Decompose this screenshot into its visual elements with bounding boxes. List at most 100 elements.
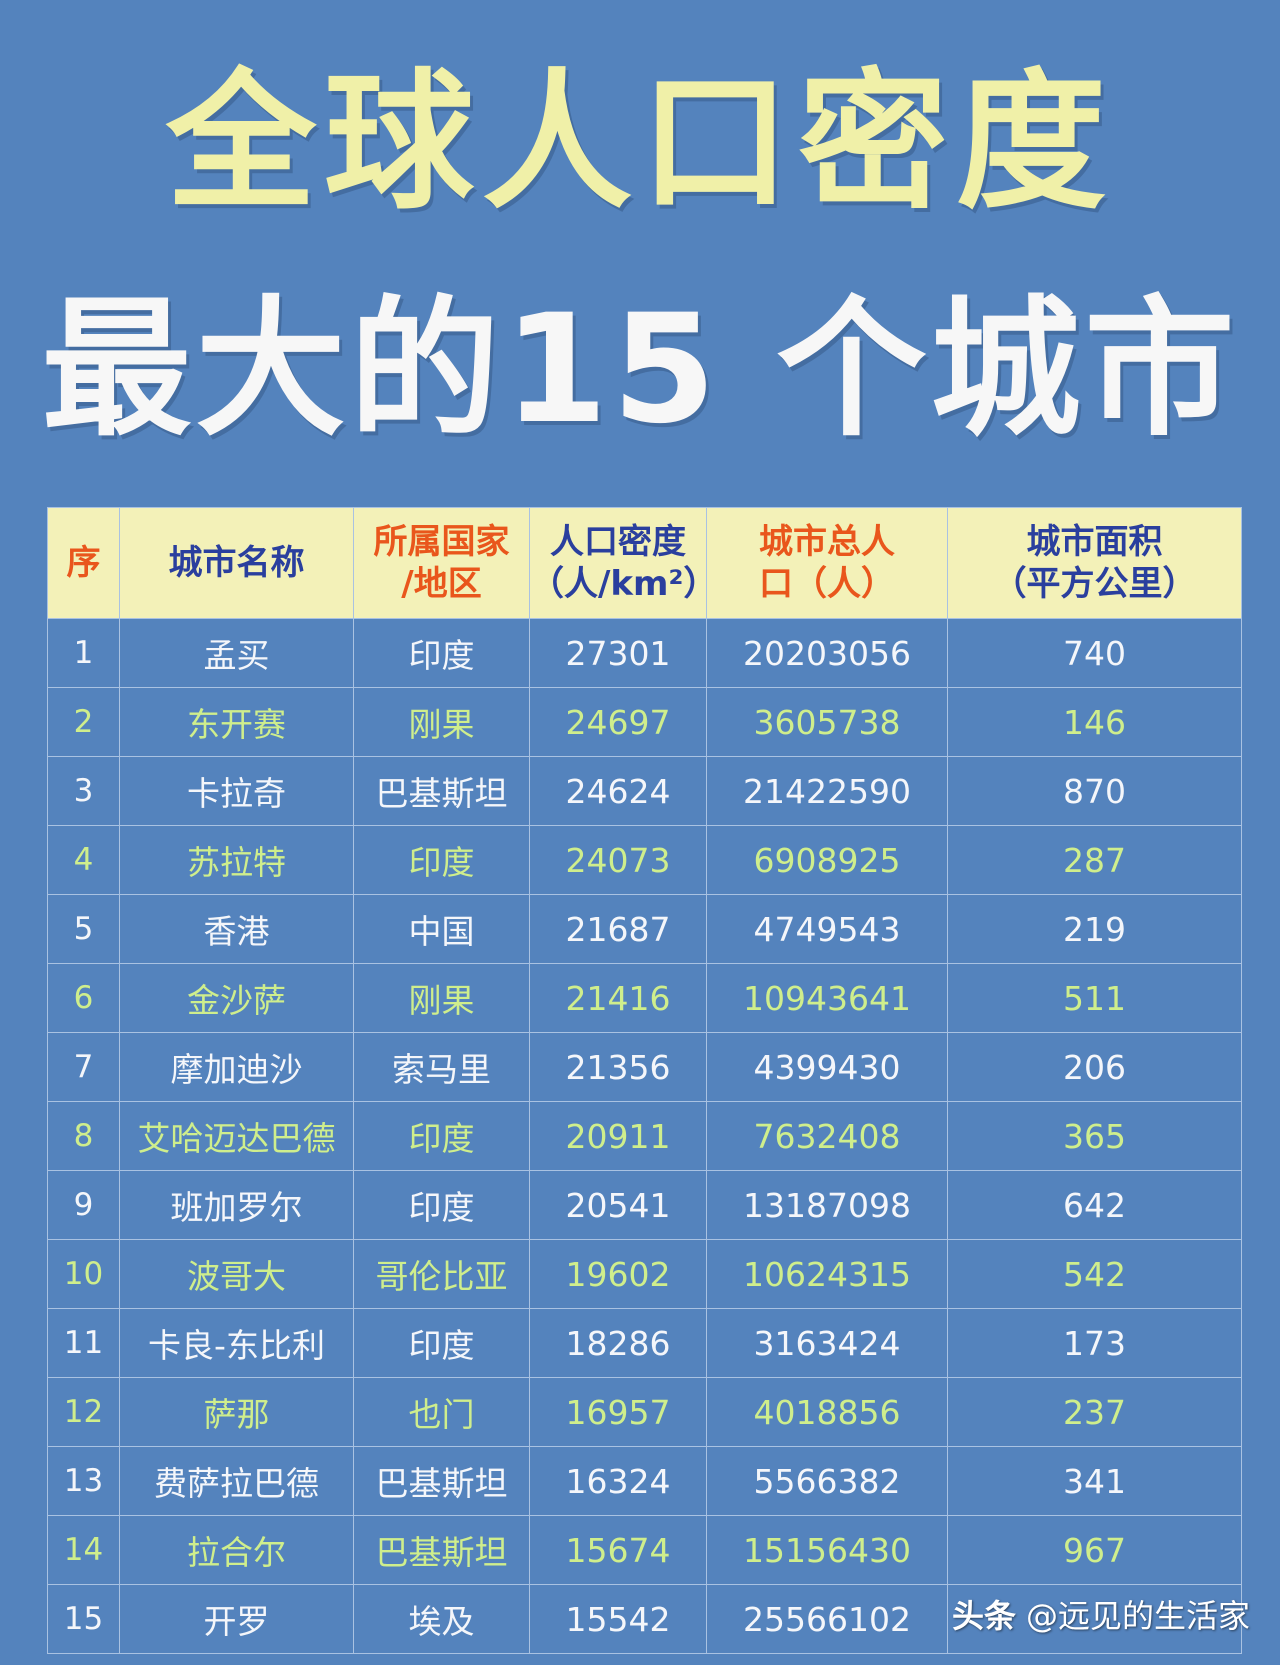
watermark-brand: 头条: [951, 1597, 1016, 1635]
cell-city: 开罗: [119, 1584, 354, 1654]
cell-area: 542: [947, 1239, 1242, 1309]
cell-city: 卡良-东比利: [119, 1308, 354, 1378]
header-density: 人口密度 （人/km²）: [529, 507, 707, 619]
table-row: 8 艾哈迈达巴德 印度 20911 7632408 365: [47, 1101, 1242, 1171]
cell-city: 孟买: [119, 618, 354, 688]
cell-population: 10943641: [706, 963, 948, 1033]
cell-city: 香港: [119, 894, 354, 964]
table-row: 1 孟买 印度 27301 20203056 740: [47, 618, 1242, 688]
cell-country: 刚果: [353, 963, 530, 1033]
cell-area: 173: [947, 1308, 1242, 1378]
cell-city: 艾哈迈达巴德: [119, 1101, 354, 1171]
table-body: 1 孟买 印度 27301 20203056 740 2 东开赛 刚果 24697 3605738 1…: [47, 618, 1242, 1654]
cell-country: 印度: [353, 1170, 530, 1240]
cell-population: 25566102: [706, 1584, 948, 1654]
cell-country: 埃及: [353, 1584, 530, 1654]
cell-population: 7632408: [706, 1101, 948, 1171]
table-row: 4 苏拉特 印度 24073 6908925 287: [47, 825, 1242, 895]
cell-density: 24624: [529, 756, 707, 826]
cell-area: 967: [947, 1515, 1242, 1585]
cell-country: 印度: [353, 618, 530, 688]
cell-seq: 11: [47, 1308, 120, 1378]
cell-seq: 6: [47, 963, 120, 1033]
cell-area: 365: [947, 1101, 1242, 1171]
cell-density: 21687: [529, 894, 707, 964]
table-row: 6 金沙萨 刚果 21416 10943641 511: [47, 963, 1242, 1033]
cell-city: 苏拉特: [119, 825, 354, 895]
cell-population: 5566382: [706, 1446, 948, 1516]
table-header-row: 序 城市名称 所属国家 /地区 人口密度 （人/km²） 城市总人 口（人） 城…: [47, 507, 1242, 619]
title-line-1: 全球人口密度: [165, 56, 1114, 230]
cell-density: 24697: [529, 687, 707, 757]
table-row: 10 波哥大 哥伦比亚 19602 10624315 542: [47, 1239, 1242, 1309]
cell-population: 4749543: [706, 894, 948, 964]
cell-population: 10624315: [706, 1239, 948, 1309]
cell-area: [947, 1584, 1242, 1654]
cell-seq: 1: [47, 618, 120, 688]
cell-area: 237: [947, 1377, 1242, 1447]
cell-density: 16957: [529, 1377, 707, 1447]
cell-city: 摩加迪沙: [119, 1032, 354, 1102]
table-row: 3 卡拉奇 巴基斯坦 24624 21422590 870: [47, 756, 1242, 826]
cell-density: 20541: [529, 1170, 707, 1240]
cell-country: 刚果: [353, 687, 530, 757]
cell-density: 21416: [529, 963, 707, 1033]
cell-population: 4018856: [706, 1377, 948, 1447]
cell-area: 341: [947, 1446, 1242, 1516]
cell-density: 16324: [529, 1446, 707, 1516]
table-row: 9 班加罗尔 印度 20541 13187098 642: [47, 1170, 1242, 1240]
table-row: 11 卡良-东比利 印度 18286 3163424 173: [47, 1308, 1242, 1378]
table-row: 2 东开赛 刚果 24697 3605738 146: [47, 687, 1242, 757]
watermark-handle: @远见的生活家: [1025, 1597, 1250, 1635]
cell-country: 巴基斯坦: [353, 1515, 530, 1585]
cell-seq: 10: [47, 1239, 120, 1309]
header-population: 城市总人 口（人）: [706, 507, 948, 619]
cell-area: 642: [947, 1170, 1242, 1240]
header-country: 所属国家 /地区: [353, 507, 530, 619]
cell-population: 3163424: [706, 1308, 948, 1378]
cell-population: 20203056: [706, 618, 948, 688]
table-row: 5 香港 中国 21687 4749543 219: [47, 894, 1242, 964]
cell-city: 东开赛: [119, 687, 354, 757]
cell-country: 巴基斯坦: [353, 1446, 530, 1516]
cell-seq: 7: [47, 1032, 120, 1102]
cell-population: 6908925: [706, 825, 948, 895]
cell-seq: 4: [47, 825, 120, 895]
table-row: 7 摩加迪沙 索马里 21356 4399430 206: [47, 1032, 1242, 1102]
cell-seq: 8: [47, 1101, 120, 1171]
cell-city: 班加罗尔: [119, 1170, 354, 1240]
cell-population: 13187098: [706, 1170, 948, 1240]
cell-seq: 12: [47, 1377, 120, 1447]
table-row: 15 开罗 埃及 15542 25566102: [47, 1584, 1242, 1654]
cell-area: 740: [947, 618, 1242, 688]
cell-country: 巴基斯坦: [353, 756, 530, 826]
cell-country: 索马里: [353, 1032, 530, 1102]
cell-city: 萨那: [119, 1377, 354, 1447]
cell-country: 也门: [353, 1377, 530, 1447]
watermark: 头条 @远见的生活家: [952, 1591, 1250, 1637]
cell-density: 15542: [529, 1584, 707, 1654]
cell-density: 21356: [529, 1032, 707, 1102]
table-row: 12 萨那 也门 16957 4018856 237: [47, 1377, 1242, 1447]
cell-seq: 5: [47, 894, 120, 964]
table-row: 13 费萨拉巴德 巴基斯坦 16324 5566382 341: [47, 1446, 1242, 1516]
cell-population: 21422590: [706, 756, 948, 826]
cell-seq: 2: [47, 687, 120, 757]
cell-seq: 15: [47, 1584, 120, 1654]
cell-country: 中国: [353, 894, 530, 964]
header-city: 城市名称: [119, 507, 354, 619]
cell-area: 511: [947, 963, 1242, 1033]
cell-density: 24073: [529, 825, 707, 895]
cell-city: 金沙萨: [119, 963, 354, 1033]
cell-density: 20911: [529, 1101, 707, 1171]
cell-area: 206: [947, 1032, 1242, 1102]
cell-country: 印度: [353, 825, 530, 895]
density-table: 序 城市名称 所属国家 /地区 人口密度 （人/km²） 城市总人 口（人） 城…: [47, 507, 1242, 1654]
cell-city: 卡拉奇: [119, 756, 354, 826]
cell-city: 拉合尔: [119, 1515, 354, 1585]
cell-area: 287: [947, 825, 1242, 895]
cell-area: 219: [947, 894, 1242, 964]
table-row: 14 拉合尔 巴基斯坦 15674 15156430 967: [47, 1515, 1242, 1585]
cell-country: 哥伦比亚: [353, 1239, 530, 1309]
cell-city: 波哥大: [119, 1239, 354, 1309]
